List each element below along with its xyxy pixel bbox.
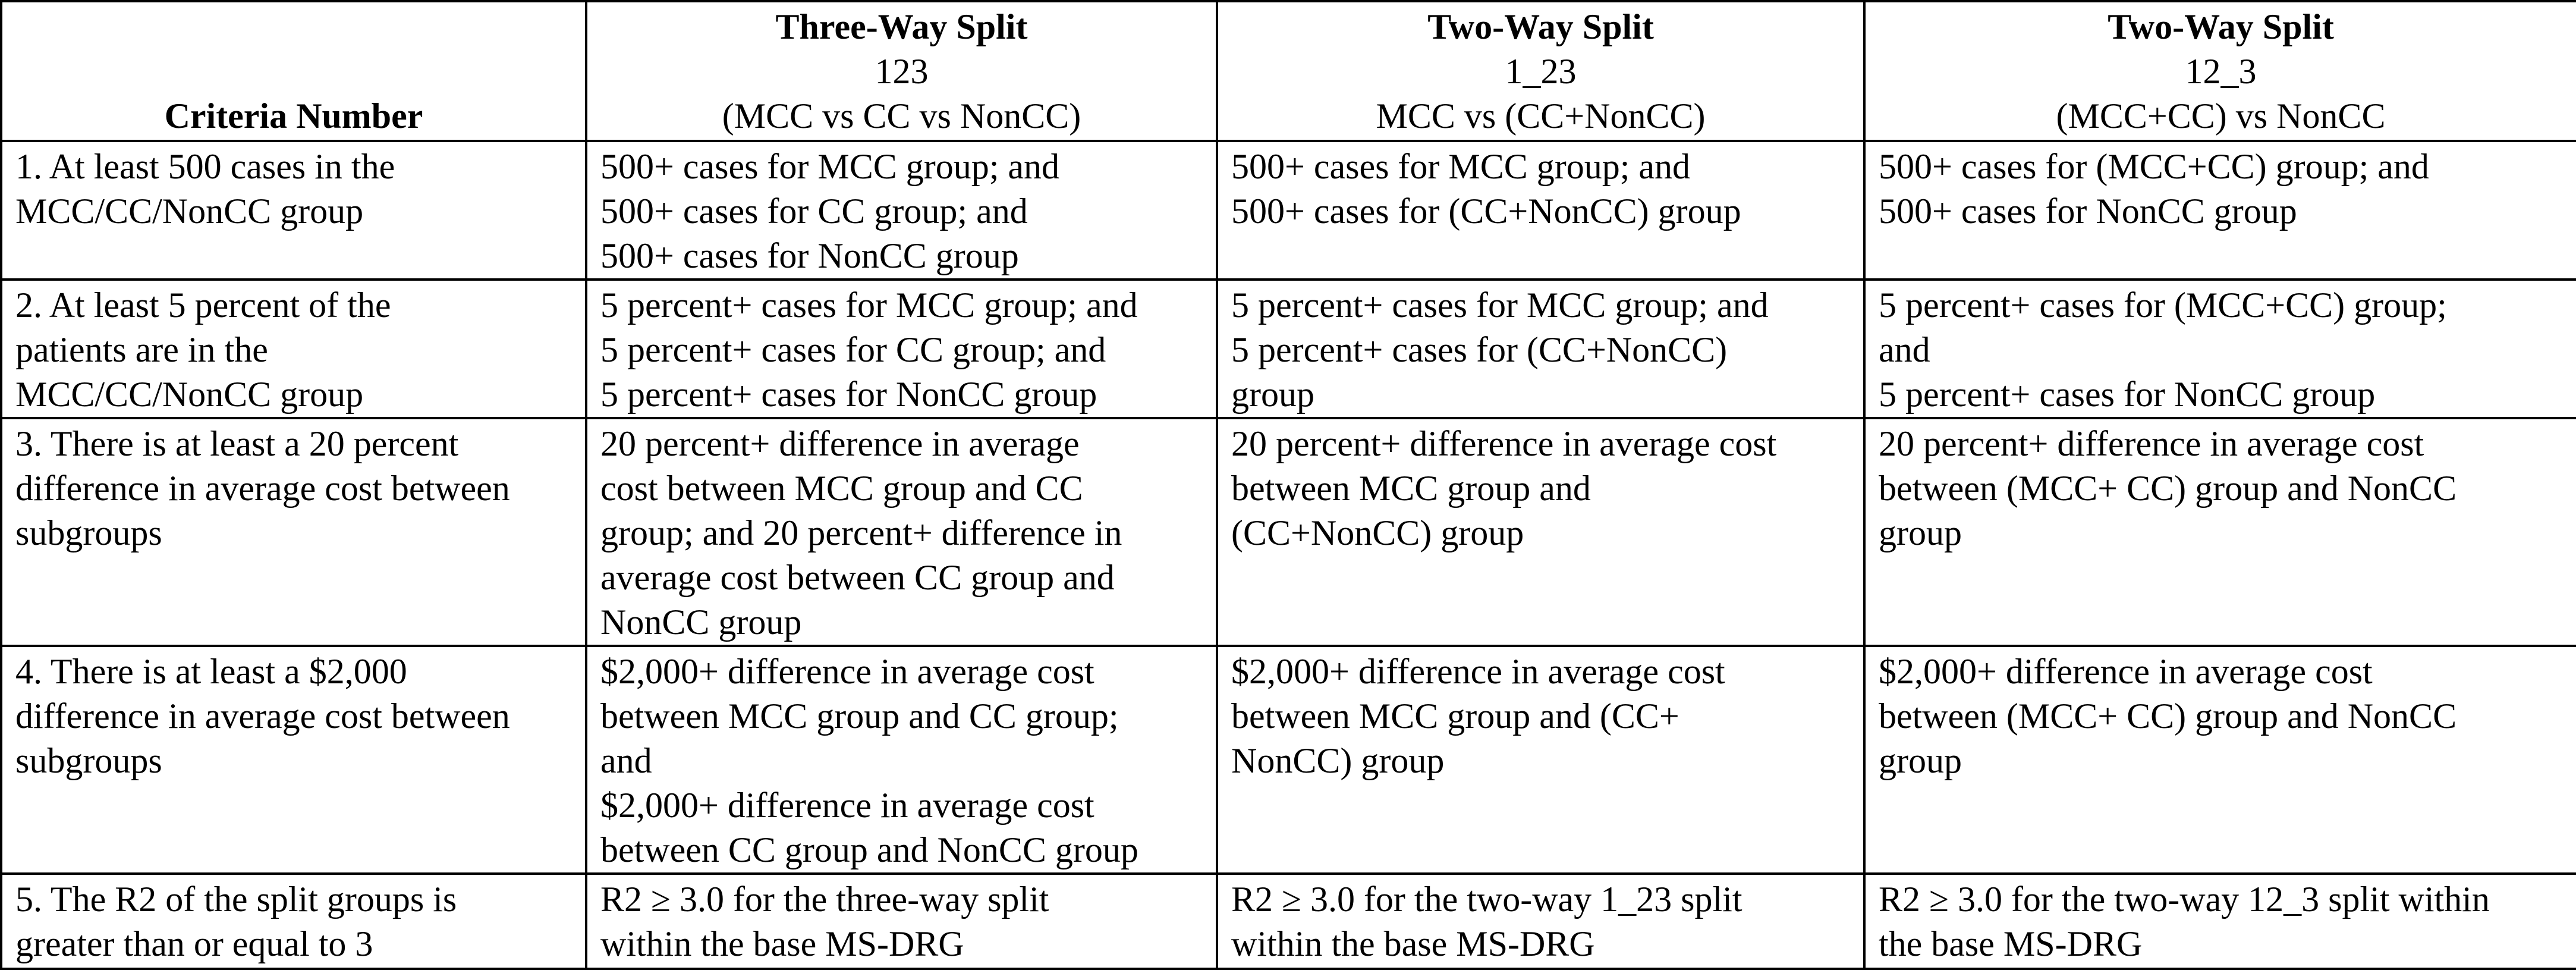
two-way-1-23-cell: 5 percent+ cases for MCC group; and 5 pe… — [1216, 278, 1866, 419]
three-way-cell: 5 percent+ cases for MCC group; and 5 pe… — [585, 278, 1218, 419]
two-way-1-23-cell: R2 ≥ 3.0 for the two-way 1_23 split with… — [1216, 872, 1866, 970]
three-way-cell: 500+ cases for MCC group; and 500+ cases… — [585, 140, 1218, 281]
criteria-cell: 2. At least 5 percent of the patients ar… — [0, 278, 587, 419]
criteria-cell: 3. There is at least a 20 percent differ… — [0, 417, 587, 647]
header-row: Criteria Number Three-Way Split 123 (MCC… — [0, 0, 2576, 142]
criteria-cell: 5. The R2 of the split groups is greater… — [0, 872, 587, 970]
two-way-12-3-cell: R2 ≥ 3.0 for the two-way 12_3 split with… — [1863, 872, 2576, 970]
header-two-way-split-1-23: Two-Way Split 1_23 MCC vs (CC+NonCC) — [1216, 0, 1866, 142]
header-three-way-split: Three-Way Split 123 (MCC vs CC vs NonCC) — [585, 0, 1218, 142]
three-way-cell: $2,000+ difference in average cost betwe… — [585, 645, 1218, 875]
table-row: 5. The R2 of the split groups is greater… — [0, 872, 2576, 970]
three-way-cell: R2 ≥ 3.0 for the three-way split within … — [585, 872, 1218, 970]
two-way-1-23-cell: 500+ cases for MCC group; and 500+ cases… — [1216, 140, 1866, 281]
table-row: 2. At least 5 percent of the patients ar… — [0, 278, 2576, 419]
two-way-12-3-cell: 500+ cases for (MCC+CC) group; and 500+ … — [1863, 140, 2576, 281]
criteria-cell: 1. At least 500 cases in the MCC/CC/NonC… — [0, 140, 587, 281]
two-way-1-23-cell: 20 percent+ difference in average cost b… — [1216, 417, 1866, 647]
two-way-1-23-cell: $2,000+ difference in average cost betwe… — [1216, 645, 1866, 875]
header-criteria-number: Criteria Number — [0, 0, 587, 142]
header-two-way-split-12-3: Two-Way Split 12_3 (MCC+CC) vs NonCC — [1863, 0, 2576, 142]
table-row: 4. There is at least a $2,000 difference… — [0, 645, 2576, 875]
criteria-cell: 4. There is at least a $2,000 difference… — [0, 645, 587, 875]
three-way-cell: 20 percent+ difference in average cost b… — [585, 417, 1218, 647]
table-row: 1. At least 500 cases in the MCC/CC/NonC… — [0, 140, 2576, 281]
two-way-12-3-cell: 20 percent+ difference in average cost b… — [1863, 417, 2576, 647]
two-way-12-3-cell: 5 percent+ cases for (MCC+CC) group; and… — [1863, 278, 2576, 419]
two-way-12-3-cell: $2,000+ difference in average cost betwe… — [1863, 645, 2576, 875]
table-row: 3. There is at least a 20 percent differ… — [0, 417, 2576, 647]
